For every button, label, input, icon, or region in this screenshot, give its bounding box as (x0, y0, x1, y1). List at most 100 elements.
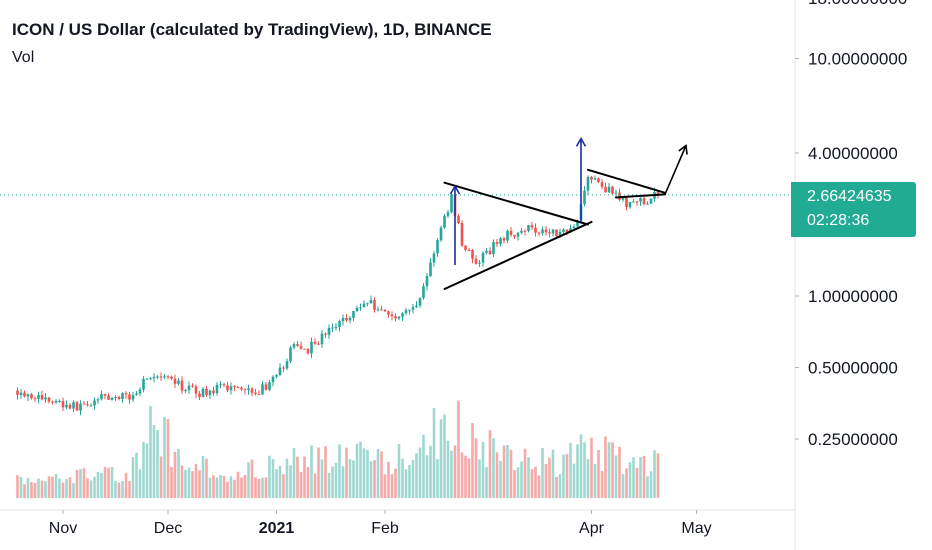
candle (394, 313, 397, 322)
volume-bar (219, 474, 222, 498)
volume-bar (499, 460, 502, 498)
candle (313, 338, 317, 345)
candle (61, 397, 65, 411)
volume-bar (54, 474, 58, 498)
candle (520, 227, 523, 235)
candle (334, 323, 338, 331)
arrow-drawing[interactable] (449, 184, 461, 266)
volume-bar (250, 459, 254, 498)
volume-bar (341, 466, 345, 498)
candle (443, 214, 446, 229)
volume-bar (394, 468, 397, 498)
volume-bar (572, 463, 576, 498)
candle (114, 394, 117, 402)
candle (233, 384, 236, 392)
volume-bar (243, 475, 247, 498)
volume-bar (338, 444, 341, 498)
candle (194, 384, 198, 399)
volume-bar (422, 434, 425, 498)
volume-bar (110, 467, 114, 498)
volume-bar (530, 469, 534, 498)
candle (404, 307, 408, 316)
volume-bar (544, 464, 548, 498)
candle (369, 295, 373, 304)
candle (425, 273, 429, 291)
candle (296, 341, 299, 347)
price-tick-label: 1.00000000 (808, 287, 898, 306)
price-tick-label: 10.00000000 (808, 50, 907, 69)
volume-bar (47, 476, 51, 498)
volume-bar (478, 459, 481, 498)
time-tick-label: Nov (49, 520, 77, 537)
trendline-flag-upper[interactable] (587, 168, 666, 194)
volume-bar (156, 430, 159, 498)
volume-bar (131, 457, 135, 498)
candle (110, 396, 114, 401)
candle (89, 403, 93, 407)
volume-bar (254, 477, 257, 498)
volume-bar (562, 454, 565, 498)
volume-bar (565, 454, 569, 498)
arrow-drawing[interactable] (664, 144, 688, 195)
candle (236, 386, 240, 389)
volume-bar (299, 471, 303, 498)
volume-bar (380, 451, 383, 498)
candle (523, 229, 527, 236)
price-tick-label: 0.25000000 (808, 430, 898, 449)
candle (47, 397, 51, 404)
volume-bar (100, 472, 103, 498)
candle (527, 224, 530, 233)
candle (271, 375, 275, 387)
candle (268, 379, 271, 392)
volume-bar (240, 477, 243, 498)
volume-bar (621, 474, 625, 498)
candle (135, 390, 138, 396)
volume-bar (208, 477, 212, 498)
trendline-triangle-lower[interactable] (443, 220, 593, 291)
candle (243, 388, 247, 395)
volume-bar (593, 463, 597, 498)
volume-bar (614, 455, 618, 498)
trendline-flag-lower[interactable] (615, 193, 666, 199)
volume-bar (191, 471, 194, 498)
candle (359, 303, 362, 312)
candle (380, 305, 383, 311)
arrow-drawing[interactable] (575, 136, 587, 222)
volume-bar (296, 456, 299, 498)
candle (317, 341, 320, 345)
volume-bar (600, 470, 604, 498)
candle (464, 244, 467, 252)
candle (460, 220, 464, 248)
volume-bar (425, 455, 429, 498)
volume-bar (103, 466, 107, 498)
volume-bar (635, 467, 639, 498)
volume-bar (282, 474, 285, 498)
volume-bar (152, 425, 156, 498)
volume-bar (306, 466, 310, 498)
volume-bar (586, 459, 590, 498)
volume-bar (117, 482, 121, 498)
volume-bar (159, 456, 163, 498)
volume-bar (149, 406, 152, 498)
volume-bar (369, 461, 373, 498)
volume-bar (583, 442, 586, 498)
volume-bar (229, 476, 233, 498)
volume-bar (404, 469, 408, 498)
volume-bar (201, 456, 205, 498)
volume-bar (271, 458, 275, 498)
volume-bar (135, 452, 138, 498)
candle (415, 301, 418, 309)
volume-bar (303, 456, 306, 498)
candle (324, 332, 327, 338)
volume-bar (639, 457, 642, 498)
candle (320, 329, 324, 348)
candle (583, 186, 586, 207)
candle (411, 303, 415, 314)
candle (446, 210, 450, 218)
candle (495, 239, 499, 248)
trendline-triangle-upper[interactable] (443, 181, 589, 226)
price-tick-label: 18.00000000 (808, 0, 907, 8)
volume-bar (607, 442, 611, 498)
